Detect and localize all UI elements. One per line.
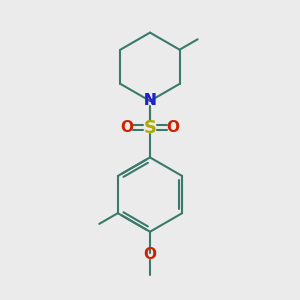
Text: O: O [143,247,157,262]
Text: O: O [167,120,180,135]
Text: S: S [143,119,157,137]
Text: N: N [144,94,156,109]
Text: N: N [144,94,156,109]
Text: O: O [120,120,133,135]
